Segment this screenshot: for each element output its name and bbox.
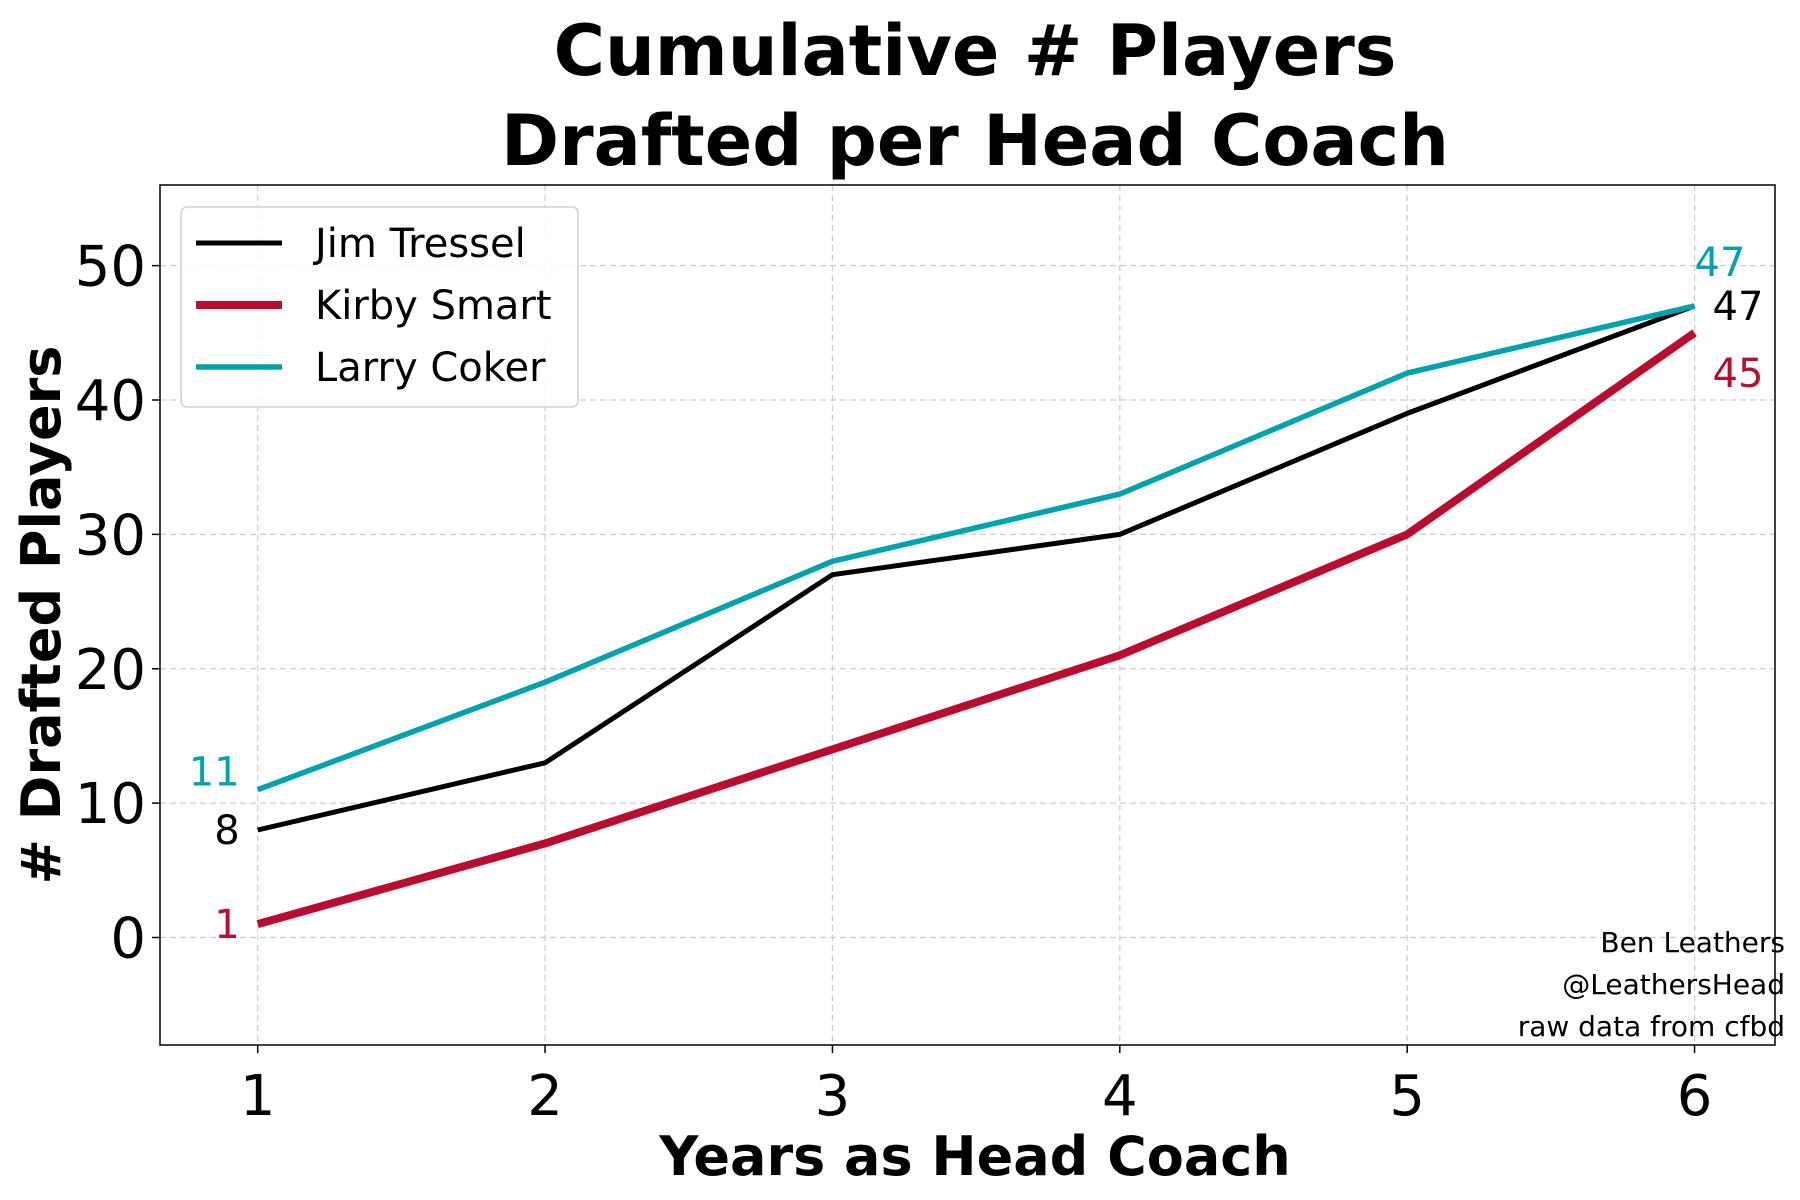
y-axis-ticks: 0 10 20 30 40 50 — [75, 235, 160, 972]
x-tick-label: 3 — [815, 1064, 851, 1129]
y-tick-label: 50 — [75, 235, 146, 300]
end-label-larry-coker: 47 — [1695, 240, 1746, 286]
end-label-kirby-smart: 45 — [1713, 351, 1764, 397]
x-tick-label: 4 — [1102, 1064, 1138, 1129]
credit-line: raw data from cfbd — [1518, 1010, 1785, 1043]
legend-label-jim-tressel: Jim Tressel — [312, 221, 526, 267]
chart-title-line-1: Cumulative # Players — [554, 10, 1397, 92]
end-label-jim-tressel: 47 — [1713, 284, 1764, 330]
series-lines — [256, 303, 1697, 928]
series-line-jim-tressel — [257, 303, 1696, 833]
credit-line: @LeathersHead — [1562, 968, 1785, 1001]
series-line-larry-coker — [256, 303, 1696, 793]
legend-label-larry-coker: Larry Coker — [315, 345, 546, 391]
legend: Jim Tressel Kirby Smart Larry Coker — [180, 206, 579, 408]
x-axis-label: Years as Head Coach — [658, 1125, 1291, 1188]
y-tick-label: 40 — [75, 369, 146, 434]
grid — [160, 185, 1775, 1045]
start-label-larry-coker: 11 — [189, 750, 240, 796]
credit-line: Ben Leathers — [1600, 926, 1785, 959]
y-tick-label: 30 — [75, 503, 146, 568]
series-line-kirby-smart — [256, 329, 1697, 928]
x-tick-label: 6 — [1677, 1064, 1713, 1129]
y-tick-label: 10 — [75, 772, 146, 837]
start-label-jim-tressel: 8 — [214, 808, 239, 854]
y-tick-label: 20 — [75, 638, 146, 703]
legend-box — [180, 206, 579, 408]
y-tick-label: 0 — [110, 907, 146, 972]
credits: Ben Leathers @LeathersHead raw data from c… — [1518, 926, 1785, 1043]
x-tick-label: 1 — [240, 1064, 276, 1129]
legend-label-kirby-smart: Kirby Smart — [315, 283, 552, 329]
y-axis-label: # Drafted Players — [10, 346, 73, 885]
chart-title-line-2: Drafted per Head Coach — [501, 100, 1449, 182]
plot-frame — [159, 184, 1776, 1046]
x-tick-label: 2 — [527, 1064, 563, 1129]
point-labels: 8 47 1 45 11 47 — [189, 240, 1764, 948]
start-label-kirby-smart: 1 — [214, 902, 239, 948]
x-axis-ticks: 1 2 3 4 5 6 — [240, 1045, 1712, 1129]
x-tick-label: 5 — [1389, 1064, 1425, 1129]
